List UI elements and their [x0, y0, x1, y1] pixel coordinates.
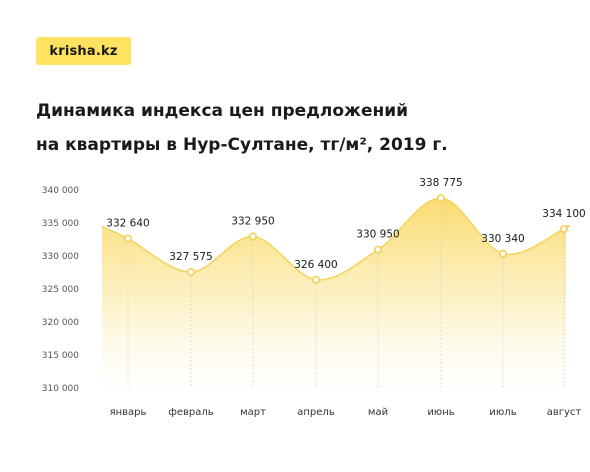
chart-title-line-1: Динамика индекса цен предложений: [36, 101, 409, 121]
data-value-label: 330 950: [356, 229, 399, 241]
chart-title: Динамика индекса цен предложений на квар…: [36, 94, 556, 162]
y-axis: 310 000 315 000 320 000 325 000 330 000 335 0…: [42, 186, 79, 394]
x-tick-label: июнь: [427, 407, 454, 418]
logo-text: krisha.kz: [49, 43, 118, 59]
x-tick-label: май: [368, 407, 388, 418]
y-tick-label: 315 000: [42, 351, 79, 361]
y-tick-label: 340 000: [42, 186, 79, 196]
x-axis: январь февраль март апрель май июнь июль август: [110, 407, 582, 418]
drop-lines: [127, 198, 565, 388]
data-point-marker: [373, 245, 382, 254]
y-tick-label: 320 000: [42, 318, 79, 328]
data-value-label: 332 640: [106, 218, 149, 230]
x-tick-label: март: [240, 407, 266, 418]
data-value-label: 334 100: [542, 208, 585, 220]
data-point-marker: [311, 275, 320, 284]
data-value-label: 332 950: [231, 216, 274, 228]
data-value-label: 326 400: [294, 259, 337, 271]
data-value-label: 327 575: [169, 251, 212, 263]
price-line: [101, 197, 570, 281]
y-tick-label: 325 000: [42, 285, 79, 295]
price-area: [102, 198, 570, 388]
y-tick-label: 335 000: [42, 219, 79, 229]
data-point-marker: [436, 194, 445, 203]
data-point-marker: [249, 232, 258, 241]
data-point-marker: [559, 224, 568, 233]
data-points: [124, 194, 568, 284]
x-tick-label: январь: [110, 407, 147, 418]
data-point-marker: [187, 268, 196, 277]
krisha-logo: krisha.kz: [36, 37, 131, 65]
y-tick-label: 310 000: [42, 384, 79, 394]
x-tick-label: август: [547, 407, 582, 418]
chart-title-line-2: на квартиры в Нур-Султане, тг/м², 2019 г…: [36, 135, 448, 155]
data-labels: 332 640 327 575 332 950 326 400 330 950 338 7…: [106, 177, 585, 271]
data-point-marker: [498, 249, 507, 258]
x-tick-label: апрель: [297, 407, 335, 418]
y-tick-label: 330 000: [42, 252, 79, 262]
data-value-label: 338 775: [419, 177, 462, 189]
data-point-marker: [124, 234, 133, 243]
data-value-label: 330 340: [481, 233, 524, 245]
x-tick-label: февраль: [168, 407, 213, 418]
x-tick-label: июль: [489, 407, 516, 418]
